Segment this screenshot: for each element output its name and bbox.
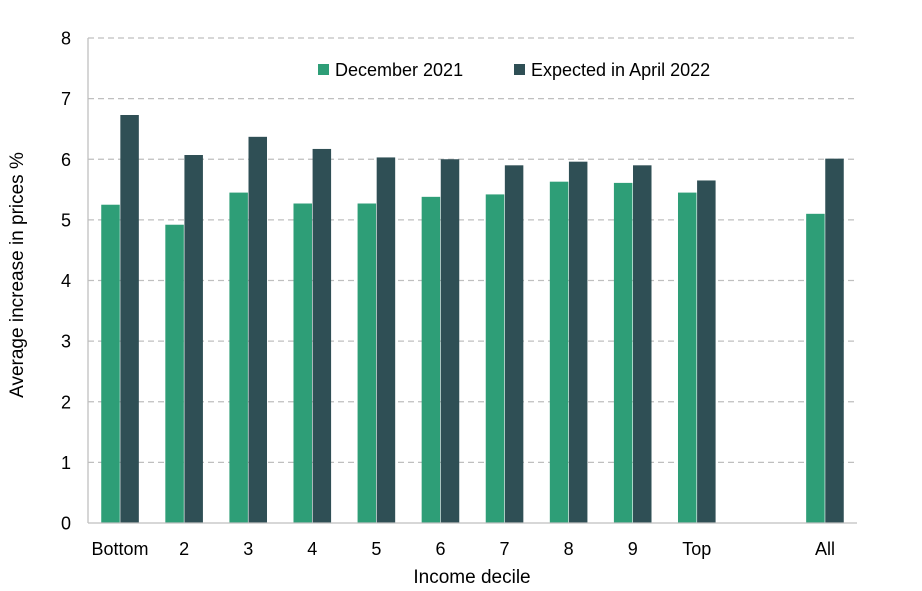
x-tick-label-bottom: Bottom xyxy=(92,539,149,559)
bar-apr-2022-Top xyxy=(697,180,716,523)
y-tick-label-7: 7 xyxy=(61,89,71,109)
bar-apr-2022-7 xyxy=(504,165,524,523)
legend: December 2021 Expected in April 2022 xyxy=(318,60,710,80)
bar-dec-2021-5 xyxy=(357,203,377,523)
x-tick-label-6: 6 xyxy=(435,539,445,559)
legend-label-apr-2022: Expected in April 2022 xyxy=(531,60,710,80)
y-tick-label-3: 3 xyxy=(61,332,71,352)
bar-apr-2022-8 xyxy=(568,161,588,524)
bar-dec-2021-2 xyxy=(165,224,184,523)
y-tick-label-4: 4 xyxy=(61,271,71,291)
bar-dec-2021-Bottom xyxy=(101,204,120,523)
bar-apr-2022-Bottom xyxy=(120,114,139,524)
x-tick-label-8: 8 xyxy=(564,539,574,559)
y-tick-label-0: 0 xyxy=(61,514,71,534)
legend-swatch-apr-2022 xyxy=(514,64,525,75)
y-tick-labels: 0 1 2 3 4 5 6 7 8 xyxy=(61,29,71,534)
x-tick-label-top: Top xyxy=(682,539,711,559)
axes xyxy=(87,38,857,524)
bar-apr-2022-6 xyxy=(440,159,460,523)
x-tick-label-3: 3 xyxy=(243,539,253,559)
x-tick-label-9: 9 xyxy=(628,539,638,559)
legend-label-dec-2021: December 2021 xyxy=(335,60,463,80)
bar-apr-2022-5 xyxy=(376,157,396,523)
bar-dec-2021-All xyxy=(806,213,825,523)
y-tick-label-5: 5 xyxy=(61,210,71,230)
bar-dec-2021-3 xyxy=(229,192,248,523)
x-tick-label-2: 2 xyxy=(179,539,189,559)
bar-apr-2022-9 xyxy=(633,165,652,523)
bar-apr-2022-2 xyxy=(184,155,203,523)
bar-dec-2021-8 xyxy=(549,181,569,523)
x-tick-labels: Bottom 2 3 4 5 6 7 8 9 Top All xyxy=(92,539,835,559)
y-tick-label-2: 2 xyxy=(61,392,71,412)
bar-dec-2021-6 xyxy=(421,196,441,523)
bar-dec-2021-7 xyxy=(485,194,505,523)
y-tick-label-6: 6 xyxy=(61,150,71,170)
y-tick-label-1: 1 xyxy=(61,453,71,473)
gridlines xyxy=(88,37,857,464)
legend-swatch-dec-2021 xyxy=(318,64,329,75)
bar-apr-2022-4 xyxy=(312,148,332,523)
x-tick-label-4: 4 xyxy=(307,539,317,559)
x-tick-label-7: 7 xyxy=(500,539,510,559)
x-tick-label-all: All xyxy=(815,539,835,559)
y-tick-label-8: 8 xyxy=(61,29,71,49)
y-axis-title: Average increase in prices % xyxy=(7,152,28,398)
x-tick-label-5: 5 xyxy=(371,539,381,559)
bar-apr-2022-All xyxy=(825,158,844,524)
bar-dec-2021-Top xyxy=(677,192,697,523)
bar-dec-2021-9 xyxy=(613,182,633,524)
bar-apr-2022-3 xyxy=(248,136,268,523)
x-axis-title: Income decile xyxy=(413,567,530,588)
bar-dec-2021-4 xyxy=(293,203,312,523)
bars xyxy=(101,114,844,524)
